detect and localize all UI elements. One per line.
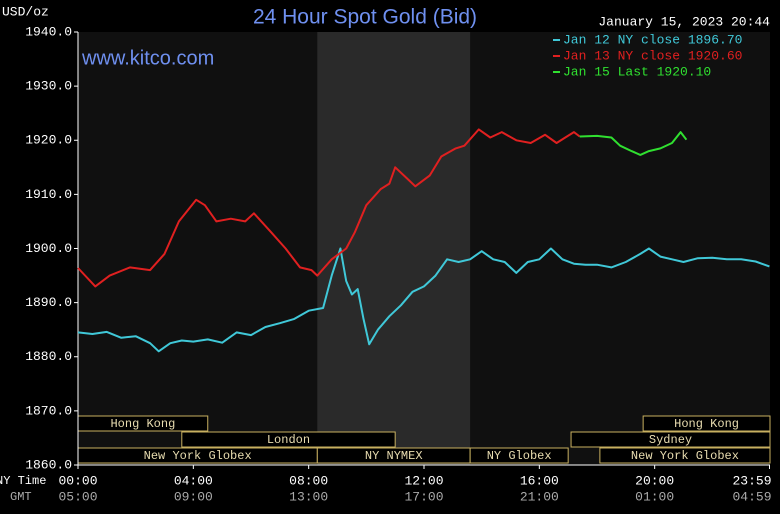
series-line	[77, 247, 770, 353]
series-line	[579, 131, 688, 156]
session-bar	[469, 447, 569, 464]
highlight-band	[317, 32, 471, 465]
legend-label: Jan 15 Last 1920.10	[563, 64, 711, 79]
session-bar	[570, 431, 771, 448]
y-tick-label: 1930.0	[25, 79, 72, 94]
gmt-tick-label: 09:00	[174, 489, 213, 504]
chart-title: 24 Hour Spot Gold (Bid)	[253, 6, 477, 29]
y-tick-label: 1890.0	[25, 295, 72, 310]
x-tick-label: 08:00	[289, 473, 328, 488]
y-tick-label: 1940.0	[25, 24, 72, 39]
x-tick-label: 00:00	[58, 473, 97, 488]
x-row-label: GMT	[10, 490, 32, 504]
gmt-tick-label: 17:00	[404, 489, 443, 504]
x-row-label: NY Time	[0, 474, 46, 488]
session-label: NY NYMEX	[365, 449, 423, 463]
session-bar	[181, 431, 396, 448]
gmt-tick-label: 21:00	[520, 489, 559, 504]
gmt-tick-label: 01:00	[635, 489, 674, 504]
x-tick-label: 23:59	[732, 473, 771, 488]
session-label: London	[267, 433, 310, 447]
plot-background	[78, 32, 770, 465]
y-tick-label: 1860.0	[25, 457, 72, 472]
timestamp: January 15, 2023 20:44	[598, 14, 770, 29]
gmt-tick-label: 05:00	[58, 489, 97, 504]
legend-label: Jan 12 NY close 1896.70	[563, 32, 742, 47]
session-label: NY Globex	[487, 449, 552, 463]
unit-label: USD/oz	[2, 4, 49, 19]
website: www.kitco.com	[81, 47, 214, 69]
session-label: Hong Kong	[110, 417, 175, 431]
x-tick-label: 12:00	[404, 473, 443, 488]
gmt-tick-label: 04:59	[732, 489, 771, 504]
session-bar	[642, 415, 771, 432]
y-tick-label: 1920.0	[25, 133, 72, 148]
y-tick-label: 1900.0	[25, 241, 72, 256]
y-tick-label: 1870.0	[25, 403, 72, 418]
session-label: Sydney	[649, 433, 692, 447]
y-tick-label: 1910.0	[25, 187, 72, 202]
session-label: New York Globex	[144, 449, 252, 463]
series-line	[77, 128, 581, 288]
session-bar	[599, 447, 771, 464]
session-label: New York Globex	[631, 449, 739, 463]
x-tick-label: 16:00	[520, 473, 559, 488]
session-label: Hong Kong	[674, 417, 739, 431]
y-tick-label: 1880.0	[25, 349, 72, 364]
legend-label: Jan 13 NY close 1920.60	[563, 48, 742, 63]
x-tick-label: 20:00	[635, 473, 674, 488]
gmt-tick-label: 13:00	[289, 489, 328, 504]
x-tick-label: 04:00	[174, 473, 213, 488]
